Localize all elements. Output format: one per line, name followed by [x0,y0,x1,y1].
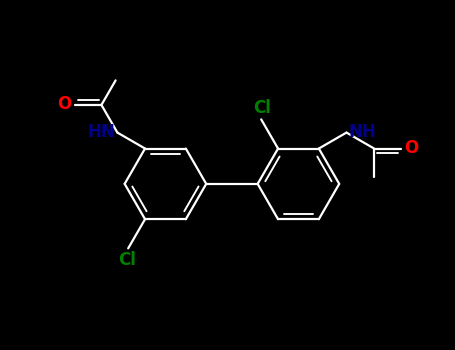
Text: Cl: Cl [253,99,271,117]
Text: NH: NH [348,123,376,141]
Text: HN: HN [88,123,116,141]
Text: Cl: Cl [118,251,136,269]
Text: O: O [57,95,71,113]
Text: O: O [404,139,419,157]
